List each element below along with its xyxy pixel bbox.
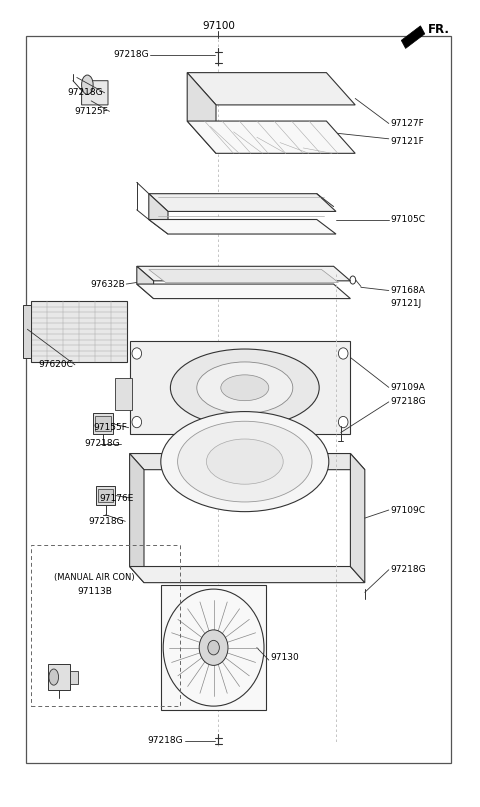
Text: 97105C: 97105C xyxy=(390,215,425,224)
Text: 97218G: 97218G xyxy=(68,88,103,98)
Text: 97168A: 97168A xyxy=(390,286,425,295)
Bar xyxy=(48,664,70,690)
Polygon shape xyxy=(187,121,355,153)
Text: 97176E: 97176E xyxy=(99,494,133,504)
Ellipse shape xyxy=(338,416,348,428)
Polygon shape xyxy=(82,81,108,105)
Bar xyxy=(130,341,350,434)
Bar xyxy=(96,486,115,505)
Polygon shape xyxy=(137,284,350,299)
Bar xyxy=(115,378,132,410)
Text: 97130: 97130 xyxy=(270,653,299,663)
Bar xyxy=(23,305,31,358)
Polygon shape xyxy=(149,194,336,211)
Polygon shape xyxy=(187,73,355,105)
Polygon shape xyxy=(149,220,336,234)
Bar xyxy=(161,585,266,710)
Bar xyxy=(31,545,180,706)
Bar xyxy=(70,671,78,684)
Polygon shape xyxy=(350,454,365,583)
Polygon shape xyxy=(130,454,365,470)
Text: 97100: 97100 xyxy=(202,21,235,31)
Text: 97218G: 97218G xyxy=(390,397,426,407)
Ellipse shape xyxy=(170,349,319,426)
Text: 97109A: 97109A xyxy=(390,383,425,392)
Text: 97121F: 97121F xyxy=(390,136,424,146)
Ellipse shape xyxy=(178,421,312,502)
Ellipse shape xyxy=(208,641,219,655)
Polygon shape xyxy=(149,194,168,234)
Text: 97218G: 97218G xyxy=(84,439,120,449)
Ellipse shape xyxy=(206,439,283,484)
Polygon shape xyxy=(130,454,144,583)
Ellipse shape xyxy=(49,669,59,685)
Ellipse shape xyxy=(197,362,293,413)
Bar xyxy=(98,489,113,502)
Polygon shape xyxy=(149,270,338,282)
Text: 97155F: 97155F xyxy=(93,423,127,433)
Bar xyxy=(31,301,127,362)
Ellipse shape xyxy=(199,629,228,665)
Ellipse shape xyxy=(132,416,142,428)
Text: 97620C: 97620C xyxy=(38,360,73,370)
Text: 97632B: 97632B xyxy=(90,280,125,290)
Ellipse shape xyxy=(132,348,142,359)
Bar xyxy=(95,416,111,431)
Text: 97127F: 97127F xyxy=(390,119,424,128)
Bar xyxy=(93,413,113,434)
Text: FR.: FR. xyxy=(428,23,450,36)
Polygon shape xyxy=(137,266,350,281)
Ellipse shape xyxy=(338,348,348,359)
Text: 97218G: 97218G xyxy=(88,516,124,526)
Text: 97109C: 97109C xyxy=(390,505,425,515)
Ellipse shape xyxy=(161,412,329,512)
Text: 97218G: 97218G xyxy=(113,50,149,60)
Polygon shape xyxy=(187,73,216,153)
Bar xyxy=(26,36,451,763)
Polygon shape xyxy=(401,26,425,48)
Text: 97218G: 97218G xyxy=(390,565,426,575)
Text: 97121J: 97121J xyxy=(390,299,421,308)
Ellipse shape xyxy=(221,374,269,400)
Text: 97113B: 97113B xyxy=(77,587,112,596)
Polygon shape xyxy=(130,567,365,583)
Text: 97218G: 97218G xyxy=(148,736,183,746)
Text: (MANUAL AIR CON): (MANUAL AIR CON) xyxy=(54,572,135,582)
Ellipse shape xyxy=(82,75,93,94)
Polygon shape xyxy=(137,266,154,299)
Text: 97125F: 97125F xyxy=(74,107,108,116)
